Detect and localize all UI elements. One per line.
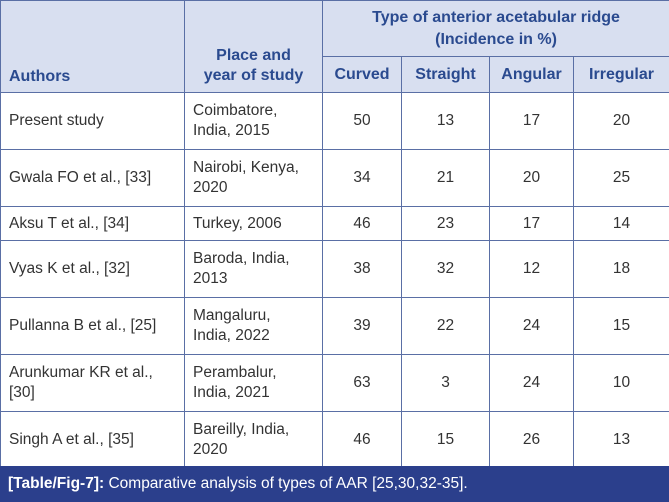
irregular-cell: 13 <box>572 411 669 469</box>
straight-cell: 23 <box>401 206 490 241</box>
author-cell: Present study <box>0 92 185 150</box>
place-line1: Perambalur, <box>193 364 277 381</box>
header-authors: Authors <box>0 0 185 93</box>
straight-cell: 22 <box>401 297 490 355</box>
table-row: Vyas K et al., [32] Baroda, India, 2013 3… <box>0 240 669 298</box>
header-place-year: Place and year of study <box>184 0 323 93</box>
angular-cell: 26 <box>489 411 574 469</box>
place-cell: Nairobi, Kenya, 2020 <box>184 149 323 207</box>
author-cell: Gwala FO et al., [33] <box>0 149 185 207</box>
table-row: Arunkumar KR et al., [30] Perambalur, Indi… <box>0 354 669 412</box>
author-cell: Vyas K et al., [32] <box>0 240 185 298</box>
figure-caption: [Table/Fig-7]: Comparative analysis of t… <box>0 466 669 502</box>
curved-cell: 50 <box>322 92 402 150</box>
header-straight: Straight <box>401 56 490 93</box>
irregular-cell: 20 <box>572 92 669 150</box>
irregular-cell: 18 <box>572 240 669 298</box>
header-place-line2: year of study <box>203 67 304 84</box>
table-row: Pullanna B et al., [25] Mangaluru, India,… <box>0 297 669 355</box>
author-line2: [30] <box>9 384 35 401</box>
header-group-line1: Type of anterior acetabular ridge <box>372 8 620 26</box>
place-line1: Baroda, India, <box>193 250 290 267</box>
header-angular: Angular <box>489 56 574 93</box>
header-row-2: Curved Straight Angular Irregular <box>1 56 669 93</box>
place-line2: India, 2021 <box>193 384 270 401</box>
place-cell: Bareilly, India, 2020 <box>184 411 323 469</box>
header-row-1: Authors Place and year of study Type of … <box>0 0 669 93</box>
curved-cell: 63 <box>322 354 402 412</box>
place-line2: 2013 <box>193 270 228 287</box>
angular-cell: 24 <box>489 297 574 355</box>
curved-cell: 46 <box>322 411 402 469</box>
straight-cell: 21 <box>401 149 490 207</box>
straight-cell: 32 <box>401 240 490 298</box>
caption-label: [Table/Fig-7]: <box>8 475 105 492</box>
header-irregular: Irregular <box>572 56 669 93</box>
place-line2: 2020 <box>193 179 228 196</box>
irregular-cell: 15 <box>572 297 669 355</box>
author-cell: Singh A et al., [35] <box>0 411 185 469</box>
place-line1: Mangaluru, <box>193 307 271 324</box>
header-curved: Curved <box>322 56 402 93</box>
table-row: Singh A et al., [35] Bareilly, India, 202… <box>0 411 669 469</box>
place-cell: Perambalur, India, 2021 <box>184 354 323 412</box>
irregular-cell: 10 <box>572 354 669 412</box>
author-line1: Arunkumar KR et al., <box>9 364 153 381</box>
table-row: Present study Coimbatore, India, 2015 50 … <box>0 92 669 150</box>
curved-cell: 38 <box>322 240 402 298</box>
place-line2: India, 2015 <box>193 122 270 139</box>
angular-cell: 24 <box>489 354 574 412</box>
angular-cell: 12 <box>489 240 574 298</box>
irregular-cell: 14 <box>572 206 669 241</box>
author-cell: Arunkumar KR et al., [30] <box>0 354 185 412</box>
caption-text: Comparative analysis of types of AAR [25… <box>104 475 468 492</box>
table-row: Gwala FO et al., [33] Nairobi, Kenya, 202… <box>0 149 669 207</box>
aar-comparison-table: Authors Place and year of study Type of … <box>0 0 669 469</box>
place-cell: Baroda, India, 2013 <box>184 240 323 298</box>
place-line2: India, 2022 <box>193 327 270 344</box>
table-row: Aksu T et al., [34] Turkey, 2006 46 23 1… <box>0 206 669 241</box>
straight-cell: 13 <box>401 92 490 150</box>
curved-cell: 46 <box>322 206 402 241</box>
place-cell: Turkey, 2006 <box>184 206 323 241</box>
place-line1: Bareilly, India, <box>193 421 290 438</box>
curved-cell: 39 <box>322 297 402 355</box>
angular-cell: 17 <box>489 206 574 241</box>
place-cell: Coimbatore, India, 2015 <box>184 92 323 150</box>
place-line1: Nairobi, Kenya, <box>193 159 299 176</box>
author-cell: Aksu T et al., [34] <box>0 206 185 241</box>
irregular-cell: 25 <box>572 149 669 207</box>
author-cell: Pullanna B et al., [25] <box>0 297 185 355</box>
angular-cell: 20 <box>489 149 574 207</box>
curved-cell: 34 <box>322 149 402 207</box>
straight-cell: 3 <box>401 354 490 412</box>
place-cell: Mangaluru, India, 2022 <box>184 297 323 355</box>
straight-cell: 15 <box>401 411 490 469</box>
place-line2: 2020 <box>193 441 228 458</box>
header-aar-type-group: Type of anterior acetabular ridge (Incid… <box>321 0 669 57</box>
header-group-line2: (Incidence in %) <box>435 30 557 48</box>
header-place-line1: Place and <box>216 47 291 64</box>
place-line1: Coimbatore, <box>193 102 278 119</box>
angular-cell: 17 <box>489 92 574 150</box>
